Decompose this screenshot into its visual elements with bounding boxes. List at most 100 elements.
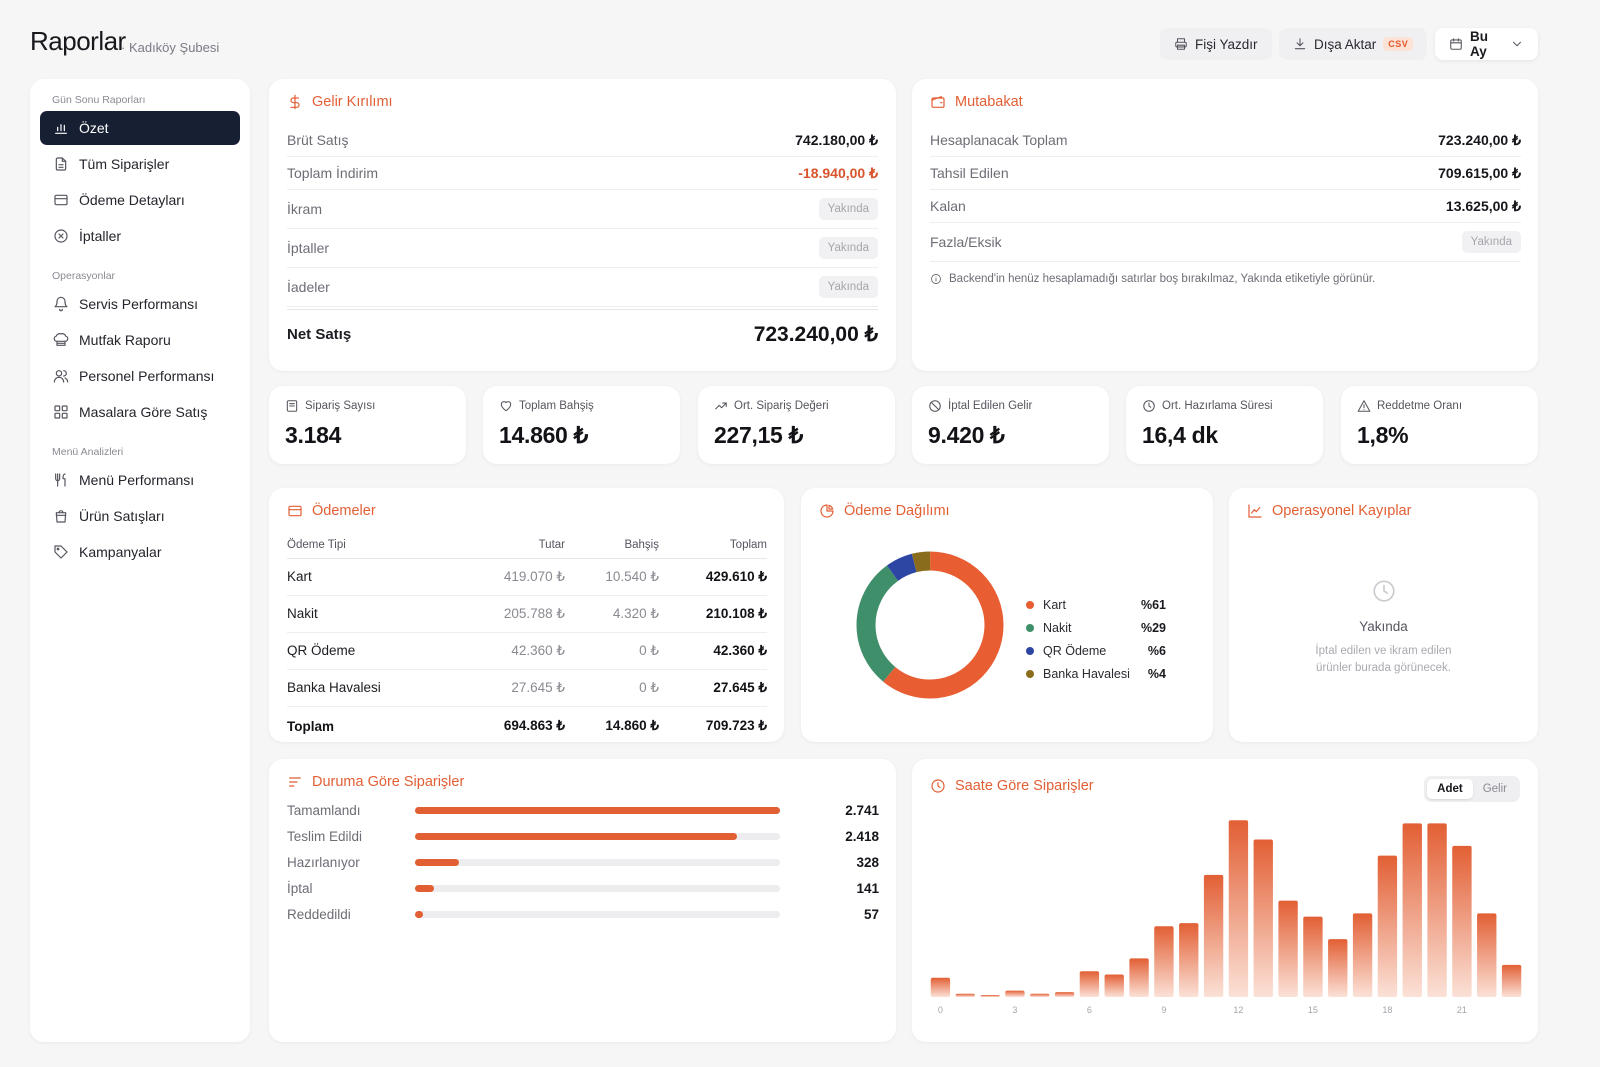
- sidebar-item-chef-hat[interactable]: Mutfak Raporu: [40, 323, 240, 357]
- bell-icon: [53, 296, 69, 312]
- status-track: [415, 832, 780, 840]
- revenue-row: İadeler Yakında: [287, 268, 878, 307]
- status-row: Hazırlanıyor 328: [287, 849, 879, 875]
- revenue-row: İptaller Yakında: [287, 229, 878, 268]
- hour-bar-23: [1501, 964, 1522, 997]
- sidebar-item-x-circle[interactable]: İptaller: [40, 219, 240, 253]
- hour-bar-4: [1030, 993, 1050, 997]
- row-label: İptaller: [287, 240, 330, 256]
- kpi-value: 9.420 ₺: [928, 422, 1005, 448]
- status-value: 57: [863, 906, 879, 922]
- row-label: Brüt Satış: [287, 132, 349, 148]
- sidebar-item-grid[interactable]: Masalara Göre Satış: [40, 395, 240, 429]
- table-cell: 210.108 ₺: [659, 595, 767, 633]
- line-chart-icon: [1247, 503, 1263, 519]
- status-label: Teslim Edildi: [287, 828, 363, 844]
- reconciliation-row: Kalan 13.625,00 ₺: [930, 190, 1521, 223]
- table-cell: Banka Havalesi: [287, 669, 465, 707]
- shopping-bag-icon: [53, 508, 69, 524]
- legend-swatch: [1026, 623, 1034, 632]
- sidebar-item-utensils[interactable]: Menü Performansı: [40, 463, 240, 497]
- table-cell: QR Ödeme: [287, 632, 465, 670]
- sidebar-item-tag[interactable]: Kampanyalar: [40, 535, 240, 569]
- info-icon: [930, 273, 942, 285]
- operational-losses-card: Operasyonel Kayıplar Yakında İptal edile…: [1229, 488, 1538, 742]
- receipt-icon: [285, 399, 299, 413]
- export-button[interactable]: Dışa Aktar CSV: [1279, 28, 1428, 60]
- sidebar-item-label: Servis Performansı: [79, 296, 199, 312]
- sidebar-item-bell[interactable]: Servis Performansı: [40, 287, 240, 321]
- tag-icon: [53, 544, 69, 560]
- revenue-title: Gelir Kırılımı: [312, 94, 393, 110]
- payments-table: Ödeme Tipi Tutar Bahşiş Toplam Kart 419.070 …: [287, 532, 767, 746]
- wallet-icon: [930, 94, 946, 110]
- sidebar-section-label: Menü Analizleri: [52, 446, 124, 458]
- period-select[interactable]: Bu Ay: [1435, 28, 1538, 60]
- table-row: QR Ödeme 42.360 ₺ 0 ₺ 42.360 ₺: [287, 632, 767, 670]
- kpi-value: 227,15 ₺: [714, 422, 803, 448]
- reconciliation-row: Fazla/Eksik Yakında: [930, 223, 1521, 262]
- row-value: 742.180,00 ₺: [795, 131, 878, 148]
- hour-bar-18: [1377, 855, 1398, 997]
- download-icon: [1293, 37, 1307, 51]
- sidebar-item-shopping-bag[interactable]: Ürün Satışları: [40, 499, 240, 533]
- branch-subtitle: · Kadıköy Şubesi: [121, 40, 220, 55]
- x-tick-label: 15: [1308, 1005, 1318, 1015]
- table-cell: 4.320 ₺: [565, 595, 659, 633]
- orders-by-hour-card: Saate Göre Siparişler Adet Gelir 0 3 6 9 12 1…: [912, 759, 1538, 1042]
- kpi-card: Ort. Sipariş Değeri 227,15 ₺: [698, 386, 895, 464]
- table-cell: 27.645 ₺: [659, 669, 767, 707]
- status-row: Reddedildi 57: [287, 901, 879, 927]
- status-row: Tamamlandı 2.741: [287, 797, 879, 823]
- legend-percent: %4: [1147, 666, 1166, 681]
- distribution-legend: Kart %61 Nakit %29 QR Ödeme %6 Banka Havalesi%…: [1026, 593, 1166, 685]
- sidebar-item-label: Menü Performansı: [79, 472, 195, 488]
- soon-badge: Yakında: [818, 237, 878, 259]
- total-cell: 709.723 ₺: [705, 718, 767, 734]
- status-track: [415, 858, 780, 866]
- hour-bar-2: [980, 995, 1000, 997]
- orders-by-status-card: Duruma Göre Siparişler Tamamlandı 2.741 Te…: [269, 759, 896, 1042]
- table-cell: 429.610 ₺: [659, 558, 767, 596]
- table-cell: 27.645 ₺: [465, 669, 565, 707]
- legend-item: Kart %61: [1026, 593, 1166, 616]
- kpi-label: Ort. Hazırlama Süresi: [1162, 400, 1273, 412]
- sidebar-item-users[interactable]: Personel Performansı: [40, 359, 240, 393]
- legend-swatch: [1026, 669, 1034, 678]
- hour-bar-3: [1005, 990, 1025, 997]
- kpi-card: Reddetme Oranı 1,8%: [1341, 386, 1538, 464]
- status-label: Hazırlanıyor: [287, 854, 360, 870]
- table-cell: 42.360 ₺: [465, 632, 565, 670]
- toggle-revenue[interactable]: Gelir: [1482, 783, 1507, 795]
- kpi-label: Reddetme Oranı: [1377, 400, 1463, 412]
- note-text: Backend'in henüz hesaplamadığı satırlar …: [949, 273, 1376, 285]
- hour-bar-22: [1477, 913, 1497, 997]
- hour-bar-21: [1452, 845, 1472, 997]
- column-header: Bahşiş: [565, 532, 659, 559]
- status-label: İptal: [287, 880, 313, 896]
- sidebar-item-document[interactable]: Tüm Siparişler: [40, 147, 240, 181]
- kpi-card: Sipariş Sayısı 3.184: [269, 386, 466, 464]
- status-track: [415, 910, 780, 918]
- row-label: Toplam İndirim: [287, 165, 379, 181]
- legend-item: Nakit %29: [1026, 616, 1166, 639]
- sidebar-item-bar-chart[interactable]: Özet: [40, 111, 240, 145]
- row-label: Kalan: [930, 198, 966, 214]
- print-receipt-button[interactable]: Fişi Yazdır: [1160, 28, 1272, 60]
- distribution-title: Ödeme Dağılımı: [844, 503, 950, 519]
- net-sales-row: Net Satış 723.240,00 ₺: [287, 309, 878, 359]
- status-row: Teslim Edildi 2.418: [287, 823, 879, 849]
- table-cell: 419.070 ₺: [465, 558, 565, 596]
- ban-icon: [928, 399, 942, 413]
- toggle-count[interactable]: Adet: [1427, 779, 1473, 799]
- sidebar-item-credit-card[interactable]: Ödeme Detayları: [40, 183, 240, 217]
- row-label: Fazla/Eksik: [930, 234, 1002, 250]
- payments-title: Ödemeler: [312, 503, 376, 519]
- hour-bar-17: [1352, 913, 1373, 997]
- sort-lines-icon: [287, 774, 303, 790]
- row-value: 709.615,00 ₺: [1438, 164, 1521, 181]
- row-label: Hesaplanacak Toplam: [930, 132, 1068, 148]
- table-cell: 10.540 ₺: [565, 558, 659, 596]
- hour-bar-7: [1104, 974, 1124, 997]
- metric-toggle[interactable]: Adet Gelir: [1424, 776, 1520, 802]
